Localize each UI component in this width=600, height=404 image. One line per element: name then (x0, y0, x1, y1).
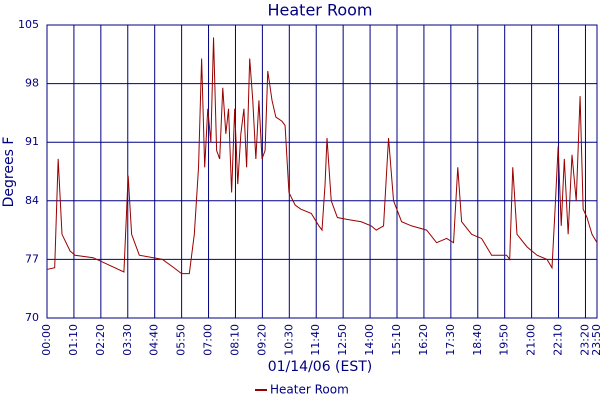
x-tick-label: 21:00 (525, 324, 538, 356)
x-tick-label: 09:20 (255, 324, 268, 356)
y-tick-label: 98 (25, 77, 39, 90)
y-tick-label: 91 (25, 135, 39, 148)
x-tick-label: 17:30 (444, 324, 457, 356)
x-tick-label: 16:20 (417, 324, 430, 356)
y-tick-label: 70 (25, 311, 39, 324)
x-tick-label: 08:10 (228, 324, 241, 356)
x-tick-label: 04:40 (148, 324, 161, 356)
x-tick-label: 14:00 (363, 324, 376, 356)
x-tick-label: 01:10 (67, 324, 80, 356)
x-tick-label: 02:20 (94, 324, 107, 356)
y-tick-label: 105 (18, 18, 39, 31)
x-axis-label: 01/14/06 (EST) (268, 359, 373, 375)
x-tick-label: 15:10 (390, 324, 403, 356)
chart-title: Heater Room (267, 1, 372, 20)
data-line (46, 37, 598, 275)
y-axis-label: Degrees F (1, 137, 17, 208)
x-tick-label: 05:50 (175, 324, 188, 356)
x-tick-label: 03:30 (121, 324, 134, 356)
x-tick-label: 19:50 (498, 324, 511, 356)
y-tick-label: 77 (25, 252, 39, 265)
x-tick-label: 23:50 (590, 324, 600, 356)
x-tick-label: 00:00 (40, 324, 53, 356)
x-tick-label: 18:40 (471, 324, 484, 356)
plot-area (46, 24, 598, 319)
legend-label: Heater Room (270, 383, 349, 397)
x-tick-label: 07:00 (202, 324, 215, 356)
x-tick-label: 22:10 (552, 324, 565, 356)
x-tick-label: 12:50 (336, 324, 349, 356)
x-tick-label: 23:20 (578, 324, 591, 356)
x-tick-label: 11:40 (309, 324, 322, 356)
y-tick-label: 84 (25, 194, 39, 207)
x-tick-label: 10:30 (282, 324, 295, 356)
